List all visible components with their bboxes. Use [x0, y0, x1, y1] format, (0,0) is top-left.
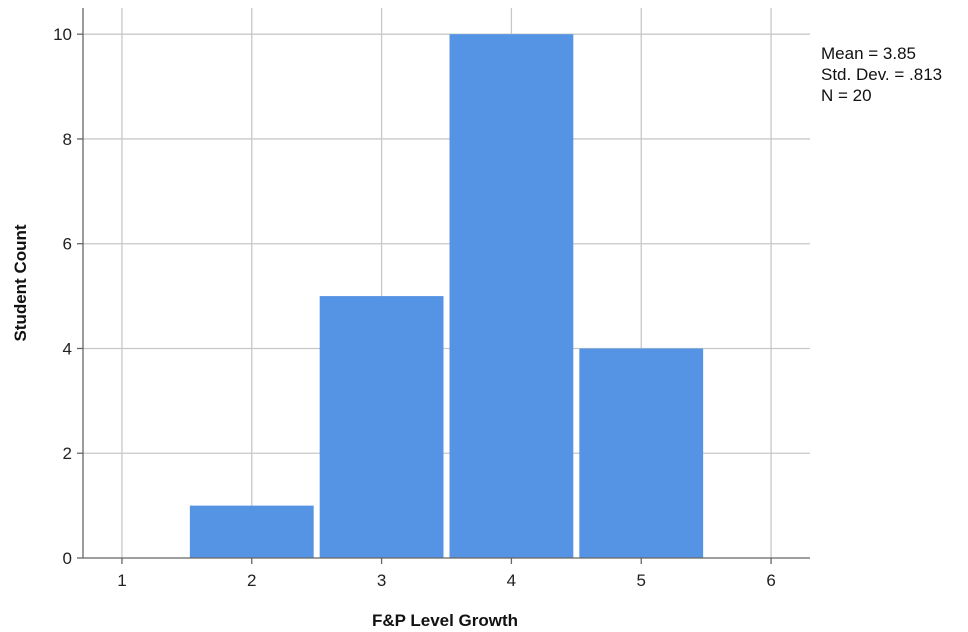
stats-std-dev: Std. Dev. = .813 [821, 65, 942, 84]
x-tick-label-3: 3 [377, 571, 386, 590]
y-tick-label-6: 6 [63, 235, 72, 254]
x-tick-label-1: 1 [117, 571, 126, 590]
y-tick-label-2: 2 [63, 444, 72, 463]
stats-n: N = 20 [821, 86, 872, 105]
bar-3 [319, 296, 444, 558]
x-tick-label-6: 6 [766, 571, 775, 590]
stats-mean: Mean = 3.85 [821, 44, 916, 63]
x-axis-title: F&P Level Growth [372, 611, 518, 630]
y-tick-label-8: 8 [63, 130, 72, 149]
y-tick-label-0: 0 [63, 549, 72, 568]
bar-4 [449, 34, 574, 558]
x-tick-label-5: 5 [636, 571, 645, 590]
x-tick-label-2: 2 [247, 571, 256, 590]
bar-5 [579, 348, 704, 558]
stats-box: Mean = 3.85 Std. Dev. = .813 N = 20 [821, 44, 942, 105]
y-tick-label-10: 10 [53, 25, 72, 44]
gridlines [83, 8, 810, 558]
bar-2 [189, 505, 314, 558]
y-axis-title: Student Count [11, 224, 30, 341]
x-tick-label-4: 4 [507, 571, 516, 590]
y-tick-label-4: 4 [63, 339, 72, 358]
axes [77, 8, 810, 564]
bars [189, 34, 704, 558]
